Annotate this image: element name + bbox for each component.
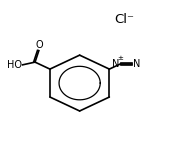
Text: N: N	[112, 59, 120, 69]
Text: Cl⁻: Cl⁻	[114, 13, 134, 26]
Text: N: N	[133, 59, 140, 69]
Text: HO: HO	[7, 60, 22, 70]
Text: O: O	[35, 40, 43, 50]
Text: ±: ±	[118, 55, 124, 61]
